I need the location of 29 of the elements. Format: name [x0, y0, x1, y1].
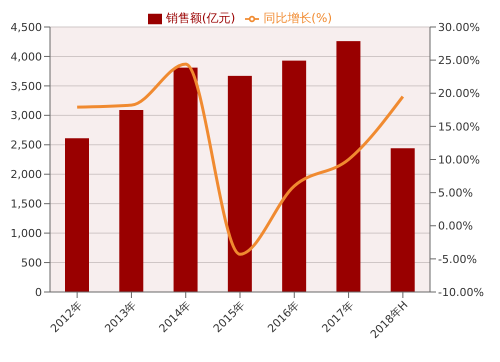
y-tick-label: 500: [21, 256, 42, 270]
y-tick-label: 2,500: [10, 138, 42, 152]
y2-tick-label: 15.00%: [438, 120, 480, 134]
y-tick-label: 1,000: [10, 227, 42, 240]
y2-tick-label: -10.00%: [438, 286, 484, 299]
legend-label: 同比增长(%): [263, 11, 332, 25]
y2-tick-label: 20.00%: [438, 87, 480, 100]
bar: [65, 138, 89, 292]
y2-tick-label: 0.00%: [438, 220, 473, 233]
y2-tick-label: 25.00%: [438, 54, 480, 68]
bar: [228, 76, 252, 292]
y2-tick-label: 30.00%: [438, 20, 480, 34]
y-tick-label: 4,000: [10, 50, 42, 64]
y2-tick-label: 5.00%: [438, 186, 473, 200]
bar: [119, 110, 144, 292]
y2-tick-label: 10.00%: [438, 153, 480, 166]
bar: [390, 148, 415, 292]
line-series: [76, 62, 404, 256]
y-tick-label: 3,000: [10, 109, 42, 122]
y-tick-label: 4,500: [10, 20, 42, 34]
y-tick-label: 2,000: [10, 168, 42, 182]
y-tick-label: 3,500: [10, 80, 42, 93]
bar: [336, 41, 360, 292]
bar: [174, 68, 198, 292]
y2-tick-label: -5.00%: [438, 252, 477, 266]
bar: [282, 60, 306, 292]
legend-label: 销售额(亿元): [166, 11, 236, 25]
y-tick-label: 1,500: [10, 198, 42, 211]
y-tick-label: 0: [35, 286, 42, 299]
